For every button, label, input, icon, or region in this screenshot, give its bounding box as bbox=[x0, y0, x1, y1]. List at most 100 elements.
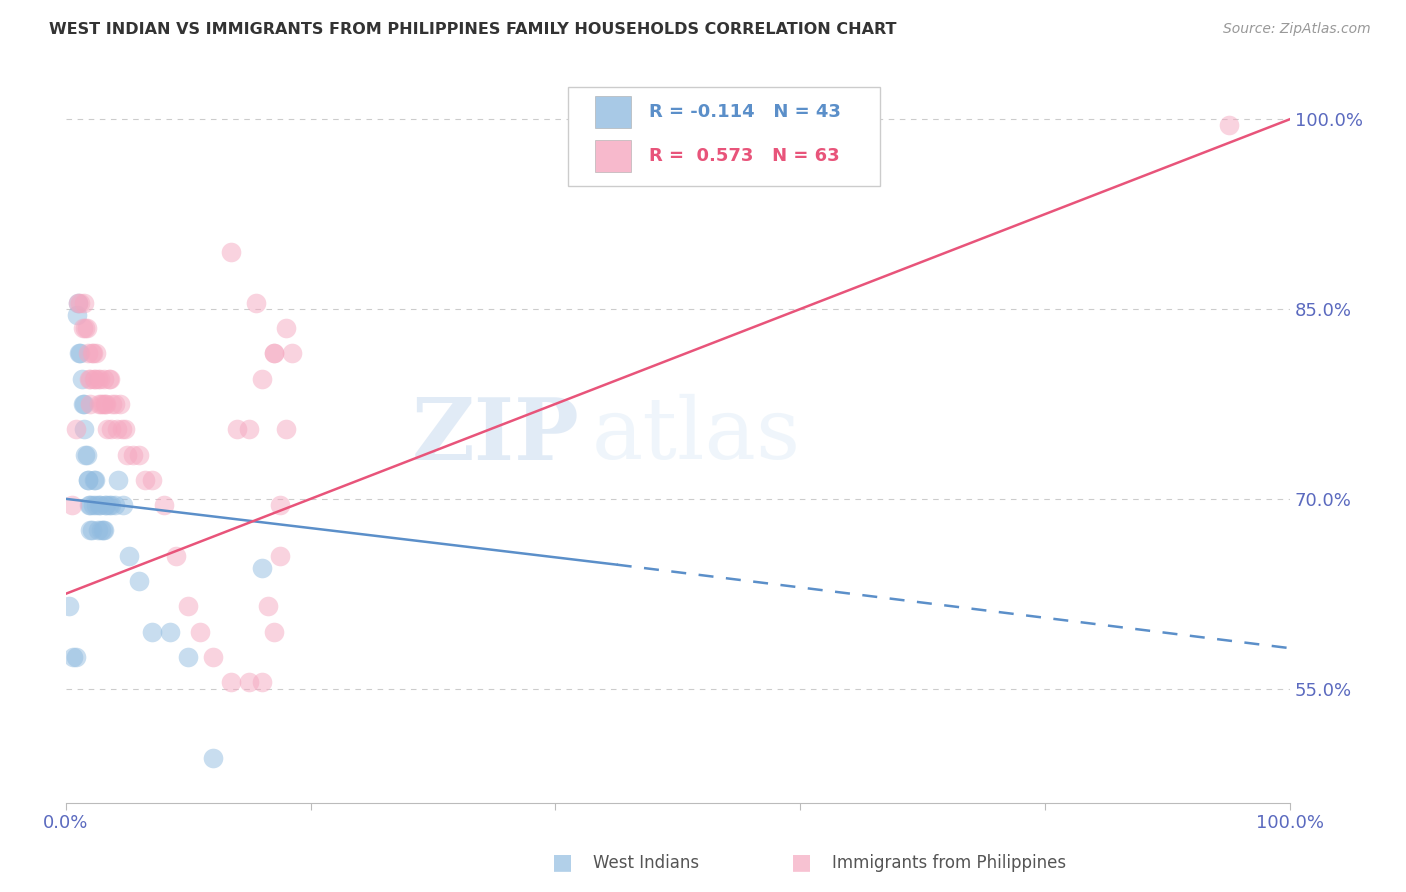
Point bbox=[73, 295, 96, 310]
Point bbox=[77, 498, 100, 512]
Point bbox=[250, 371, 273, 385]
Point bbox=[250, 675, 273, 690]
Point bbox=[256, 599, 278, 614]
Point bbox=[76, 473, 98, 487]
Point bbox=[118, 549, 141, 563]
Point bbox=[69, 346, 91, 360]
Point bbox=[89, 371, 111, 385]
Point bbox=[86, 346, 108, 360]
Point bbox=[60, 498, 83, 512]
Point bbox=[79, 524, 101, 538]
Point bbox=[91, 524, 114, 538]
Point bbox=[69, 295, 91, 310]
Point bbox=[62, 650, 84, 665]
Point bbox=[72, 321, 94, 335]
Point bbox=[122, 448, 145, 462]
Point bbox=[108, 397, 131, 411]
Point bbox=[76, 321, 98, 335]
Point bbox=[107, 473, 129, 487]
Point bbox=[114, 422, 136, 436]
Point bbox=[83, 473, 105, 487]
Point bbox=[79, 371, 101, 385]
Point bbox=[67, 346, 90, 360]
Point bbox=[101, 397, 124, 411]
Point bbox=[90, 524, 112, 538]
Point bbox=[96, 498, 118, 512]
Point bbox=[100, 498, 122, 512]
Point bbox=[73, 422, 96, 436]
Point bbox=[86, 371, 108, 385]
Point bbox=[276, 321, 298, 335]
Point bbox=[115, 448, 138, 462]
Point bbox=[80, 346, 103, 360]
Point bbox=[86, 498, 108, 512]
Point bbox=[128, 574, 150, 588]
Point bbox=[165, 549, 187, 563]
Point bbox=[105, 422, 128, 436]
Point bbox=[96, 422, 118, 436]
Point bbox=[250, 561, 273, 575]
Point bbox=[94, 498, 117, 512]
Text: ZIP: ZIP bbox=[412, 393, 581, 477]
Point bbox=[190, 624, 212, 639]
Point bbox=[263, 624, 285, 639]
Point bbox=[141, 473, 163, 487]
Text: Source: ZipAtlas.com: Source: ZipAtlas.com bbox=[1223, 22, 1371, 37]
Point bbox=[219, 675, 242, 690]
Point bbox=[84, 371, 107, 385]
Point bbox=[152, 498, 174, 512]
Point bbox=[89, 498, 111, 512]
Point bbox=[73, 397, 96, 411]
Point bbox=[67, 295, 90, 310]
Point bbox=[76, 448, 98, 462]
Point bbox=[177, 599, 200, 614]
Point bbox=[84, 473, 107, 487]
Point bbox=[97, 371, 120, 385]
Point bbox=[82, 346, 104, 360]
Point bbox=[219, 245, 242, 260]
Point bbox=[1218, 119, 1240, 133]
Point bbox=[80, 524, 103, 538]
Point bbox=[201, 650, 224, 665]
Point bbox=[58, 599, 80, 614]
Point bbox=[245, 295, 267, 310]
Point bbox=[263, 346, 285, 360]
Point bbox=[86, 524, 108, 538]
Point bbox=[94, 397, 117, 411]
Point bbox=[104, 397, 127, 411]
Point bbox=[72, 397, 94, 411]
Point bbox=[98, 371, 121, 385]
Point bbox=[91, 397, 114, 411]
Point bbox=[75, 448, 97, 462]
Point bbox=[281, 346, 304, 360]
FancyBboxPatch shape bbox=[595, 95, 631, 128]
Point bbox=[111, 422, 134, 436]
Point bbox=[93, 524, 115, 538]
Point bbox=[65, 650, 87, 665]
Point bbox=[276, 422, 298, 436]
Point bbox=[87, 397, 110, 411]
Point bbox=[112, 498, 135, 512]
Point bbox=[77, 371, 100, 385]
Point bbox=[263, 346, 285, 360]
Point bbox=[201, 751, 224, 765]
Text: atlas: atlas bbox=[592, 394, 801, 477]
Text: ■: ■ bbox=[792, 853, 811, 872]
Text: ■: ■ bbox=[553, 853, 572, 872]
Point bbox=[238, 675, 260, 690]
Point bbox=[141, 624, 163, 639]
Point bbox=[134, 473, 156, 487]
Point bbox=[79, 397, 101, 411]
Point bbox=[79, 498, 101, 512]
Point bbox=[238, 422, 260, 436]
Point bbox=[269, 498, 291, 512]
Point bbox=[67, 295, 90, 310]
Point bbox=[90, 397, 112, 411]
Point bbox=[65, 422, 87, 436]
Point bbox=[76, 473, 98, 487]
Point bbox=[269, 549, 291, 563]
Point bbox=[104, 498, 127, 512]
Point bbox=[93, 371, 115, 385]
Point bbox=[96, 397, 118, 411]
Point bbox=[97, 498, 120, 512]
